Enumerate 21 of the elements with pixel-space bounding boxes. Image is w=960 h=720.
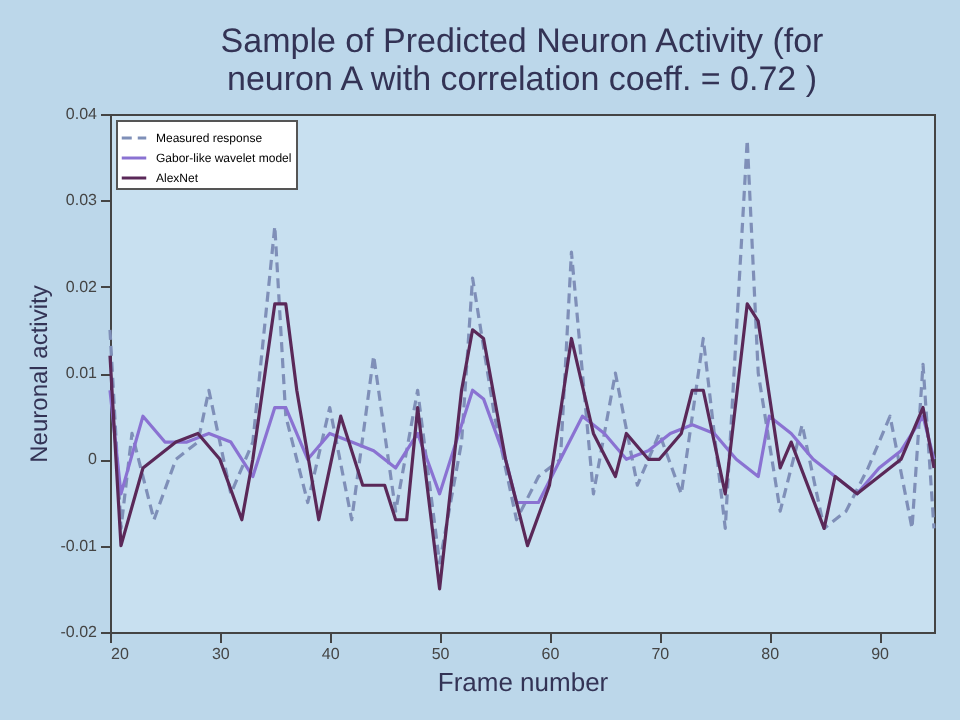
line-series — [108, 302, 936, 591]
line-series — [108, 388, 936, 505]
x-tick-label: 80 — [761, 645, 781, 663]
y-tick-label: 0.01 — [65, 364, 99, 382]
x-tick-label: 90 — [871, 645, 891, 663]
y-tick-label: 0.04 — [65, 105, 99, 123]
x-tick-label: 30 — [211, 645, 231, 663]
x-tick-label: 50 — [431, 645, 451, 663]
y-tick-label: 0 — [88, 450, 99, 469]
x-tick-label: 60 — [541, 645, 561, 663]
x-tick-label: 70 — [651, 645, 671, 663]
y-tick-label: -0.02 — [60, 623, 99, 641]
x-tick-label: 40 — [321, 645, 341, 663]
y-tick-label: -0.01 — [60, 536, 99, 555]
y-tick-label: 0.03 — [65, 191, 99, 210]
x-tick-label: 20 — [111, 645, 130, 663]
y-tick-label: 0.02 — [65, 277, 99, 296]
text: neuron A with correlation coeff. = 0.72 ) — [226, 60, 818, 98]
x-axis-title: Frame number — [437, 667, 610, 697]
text: Sample of Predicted Neuron Activity (for — [220, 22, 824, 60]
y-axis-title: Neuronal activity — [24, 285, 53, 463]
